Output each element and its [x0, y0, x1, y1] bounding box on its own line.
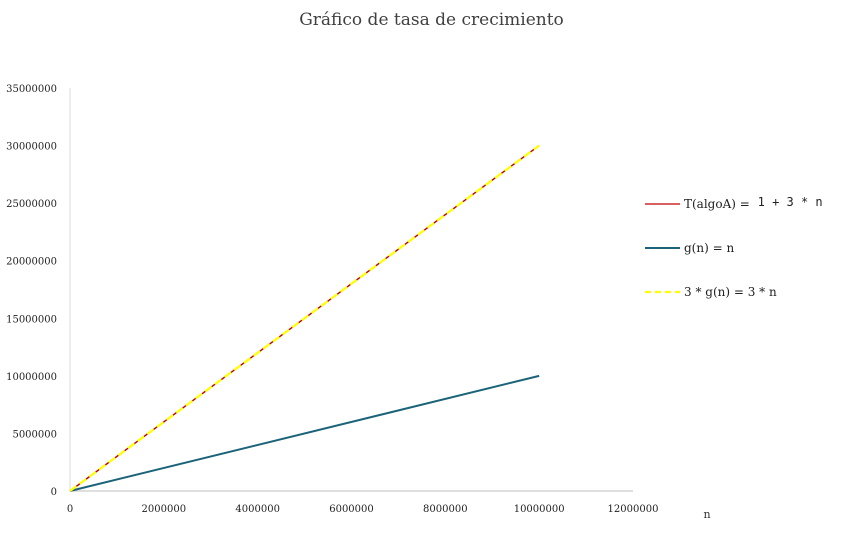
- x-tick-label: 0: [67, 504, 73, 515]
- legend-label-formula: 1 + 3 * n: [758, 195, 823, 209]
- x-tick-label: 12000000: [608, 504, 659, 515]
- series-line-2: [69, 144, 540, 492]
- y-tick-label: 20000000: [6, 257, 57, 268]
- legend-label: T(algoA) = 1 + 3 * n: [684, 195, 823, 211]
- legend-label-main: T(algoA) =: [684, 197, 754, 211]
- x-tick-label: 2000000: [142, 504, 187, 515]
- y-tick-label: 5000000: [12, 429, 57, 440]
- chart-title: Gráfico de tasa de crecimiento: [299, 10, 564, 30]
- x-tick-label: 8000000: [423, 504, 468, 515]
- y-tick-label: 35000000: [6, 84, 57, 95]
- y-tick-label: 10000000: [6, 372, 57, 383]
- y-tick-label: 15000000: [6, 314, 57, 325]
- axes: [69, 88, 633, 492]
- series: [69, 144, 540, 492]
- series-line-1: [69, 374, 540, 492]
- legend-label-main: 3 * g(n) = 3 * n: [684, 285, 777, 299]
- y-tick-label: 0: [51, 487, 57, 498]
- y-tick-label: 30000000: [6, 142, 57, 153]
- legend-label: 3 * g(n) = 3 * n: [684, 285, 777, 299]
- legend-label: g(n) = n: [684, 241, 734, 255]
- x-tick-label: 6000000: [329, 504, 374, 515]
- x-tick-label: 10000000: [514, 504, 565, 515]
- legend-label-main: g(n) = n: [684, 241, 734, 255]
- x-axis-title: n: [703, 508, 710, 521]
- y-tick-label: 25000000: [6, 199, 57, 210]
- x-tick-label: 4000000: [235, 504, 280, 515]
- legend: T(algoA) = 1 + 3 * n g(n) = n 3 * g(n) = 3…: [645, 195, 823, 299]
- x-tick-labels: 0 2000000 4000000 6000000 8000000 10000000 120…: [67, 504, 659, 515]
- y-tick-labels: 0 5000000 10000000 15000000 20000000 25000000…: [6, 84, 57, 498]
